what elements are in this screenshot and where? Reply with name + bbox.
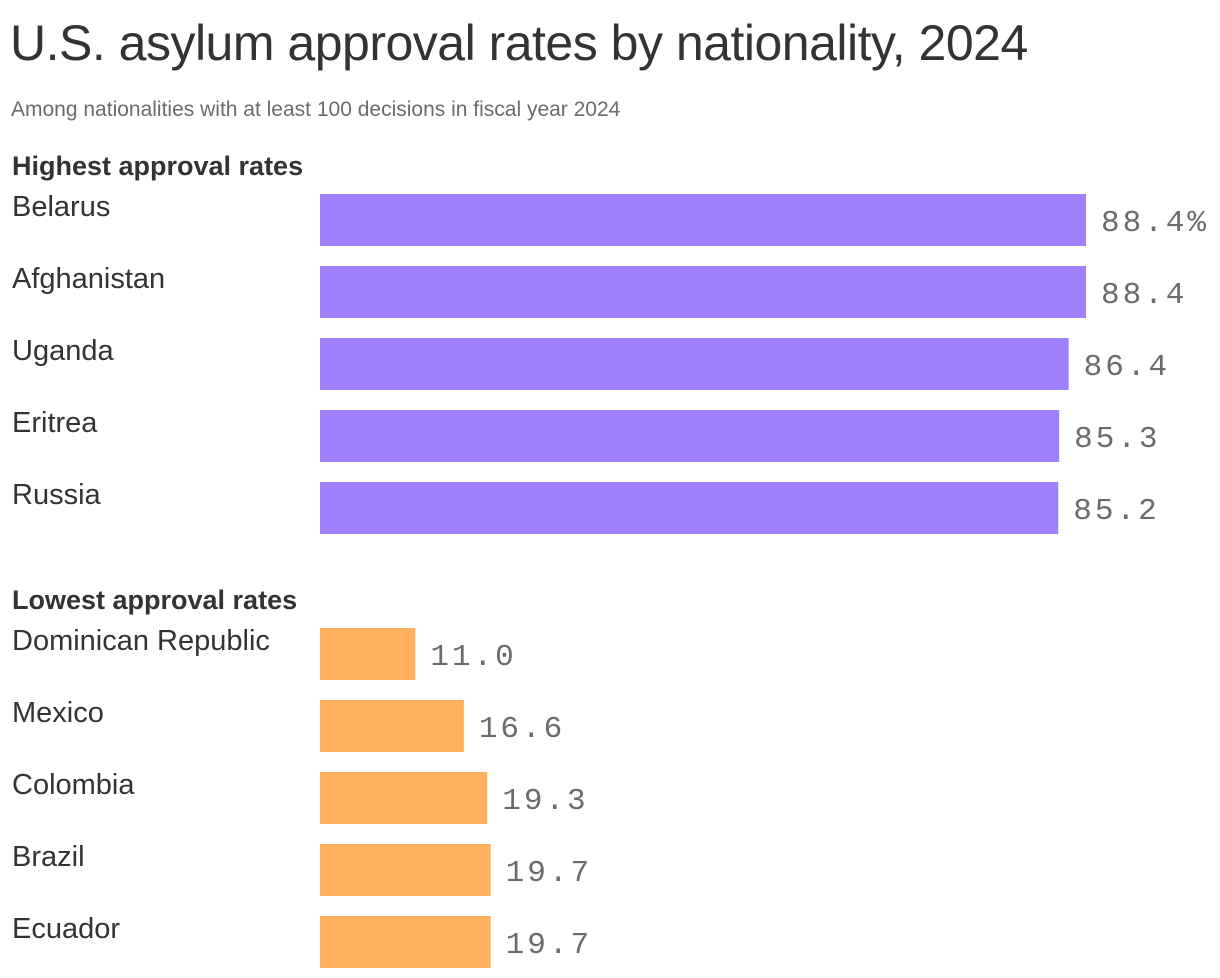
category-label: Brazil <box>12 841 85 873</box>
section-label: Highest approval rates <box>12 151 303 181</box>
bar <box>320 700 464 752</box>
bar <box>320 916 491 968</box>
category-label: Colombia <box>12 769 135 801</box>
data-label: 16.6 <box>479 712 565 747</box>
bar <box>320 844 491 896</box>
category-label: Mexico <box>12 697 104 729</box>
data-label: 88.4% <box>1101 206 1209 241</box>
data-label: 85.3 <box>1074 422 1160 457</box>
data-label: 19.7 <box>506 856 592 891</box>
section-label: Lowest approval rates <box>12 585 297 615</box>
category-label: Russia <box>12 479 102 511</box>
data-label: 19.3 <box>502 784 588 819</box>
bar <box>320 338 1069 390</box>
category-label: Afghanistan <box>12 263 165 295</box>
data-label: 85.2 <box>1073 494 1159 529</box>
data-label: 19.7 <box>506 928 592 963</box>
category-label: Dominican Republic <box>12 625 270 657</box>
highest-group: Highest approval rates Belarus 88.4% Afghan… <box>12 151 1209 534</box>
bar <box>320 410 1060 462</box>
data-label: 11.0 <box>430 640 516 675</box>
chart-title: U.S. asylum approval rates by nationalit… <box>10 15 1028 71</box>
category-label: Uganda <box>12 335 114 367</box>
bar <box>320 194 1086 246</box>
bar <box>320 628 416 680</box>
bar <box>320 772 488 824</box>
chart-subtitle: Among nationalities with at least 100 de… <box>11 98 621 121</box>
category-label: Eritrea <box>12 407 98 439</box>
category-label: Belarus <box>12 191 110 223</box>
data-label: 86.4 <box>1084 350 1170 385</box>
data-label: 88.4 <box>1101 278 1187 313</box>
category-label: Ecuador <box>12 913 120 945</box>
lowest-group: Lowest approval rates Dominican Republic 1… <box>12 585 592 968</box>
bar <box>320 482 1059 534</box>
bar <box>320 266 1086 318</box>
